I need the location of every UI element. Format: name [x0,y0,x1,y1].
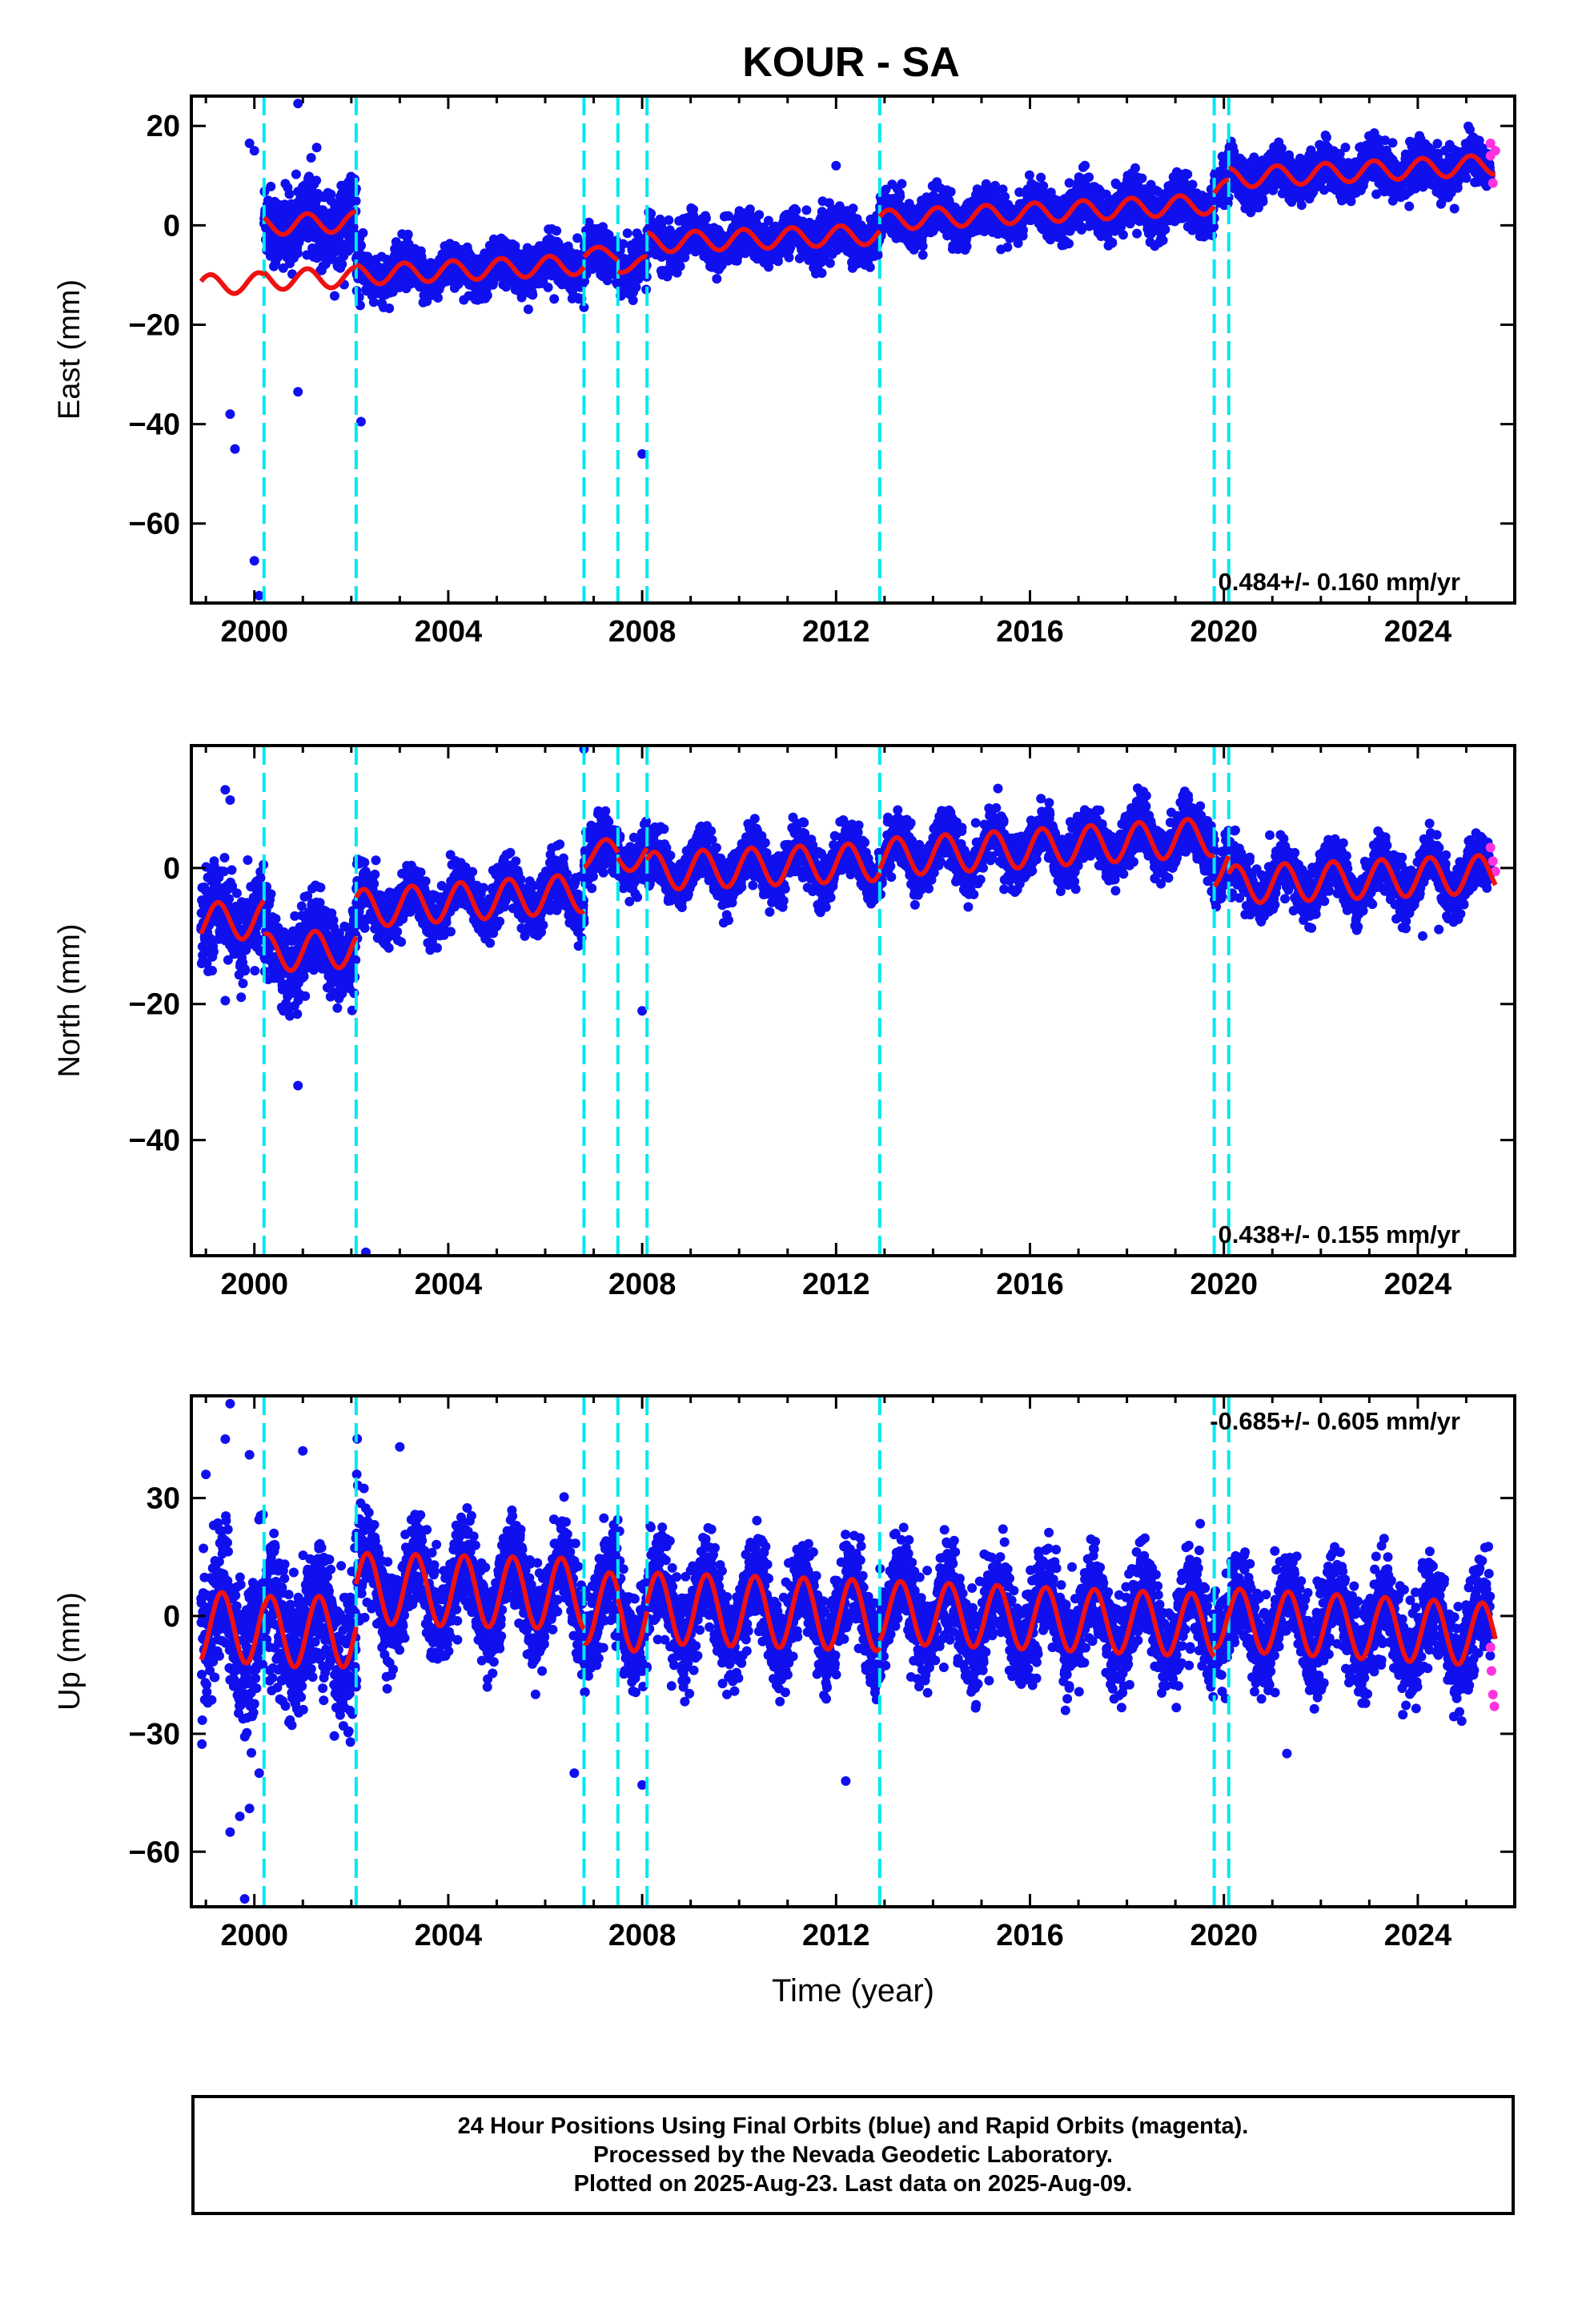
position-point [1002,242,1013,252]
position-point [1080,160,1090,171]
position-point [1064,239,1074,249]
position-point [433,292,443,303]
position-point [543,282,553,292]
position-point [701,213,711,223]
position-point [351,196,361,206]
position-point [754,210,765,220]
position-point [291,169,301,179]
position-point [1036,172,1046,183]
panel-east: 2000 2004 2008 2012 2016 2020 2024200−20−40−60… [53,94,1516,649]
position-point [865,262,875,272]
position-point [897,179,907,189]
position-point [1132,228,1142,239]
position-point [1137,173,1147,183]
position-point [1064,178,1074,188]
position-point [311,143,322,153]
position-point [873,250,883,260]
position-point [306,153,316,163]
position-point [962,241,972,251]
position-point [330,291,339,301]
figure-title: KOUR - SA [742,39,960,86]
position-point [946,187,956,197]
position-point [745,204,755,215]
position-point [482,290,492,300]
position-point [1158,235,1168,246]
final-orbit-points [225,99,1500,601]
position-point [917,250,928,260]
position-point [266,181,276,191]
position-point [384,304,395,313]
position-point [1107,238,1118,248]
position-point [311,175,322,186]
position-point [895,191,905,202]
position-point [631,282,641,292]
position-point [1024,170,1034,180]
position-point [675,261,685,271]
position-point [1118,230,1128,240]
position-point [817,268,827,278]
position-point [1258,196,1268,207]
position-point [825,258,835,268]
position-point [1130,163,1140,173]
position-point [791,205,801,215]
position-point [1187,179,1198,190]
position-point [292,248,303,259]
position-point [528,290,538,300]
position-point [403,229,413,239]
position-point [345,243,355,254]
position-point [622,228,632,239]
position-point [284,189,295,199]
position-point [801,205,812,215]
position-point [549,294,560,304]
position-point [358,227,368,238]
position-point [1160,224,1170,235]
position-point [1018,225,1028,235]
position-point [664,215,674,225]
position-point [355,300,365,311]
position-point [552,226,562,236]
position-point [1084,172,1094,183]
position-point [848,203,858,214]
position-point [523,304,533,315]
position-point [917,241,928,251]
position-point [337,259,347,269]
position-point [368,297,379,308]
position-point [1182,169,1193,179]
position-point [501,282,512,292]
position-point [356,240,366,251]
position-point [712,274,722,284]
